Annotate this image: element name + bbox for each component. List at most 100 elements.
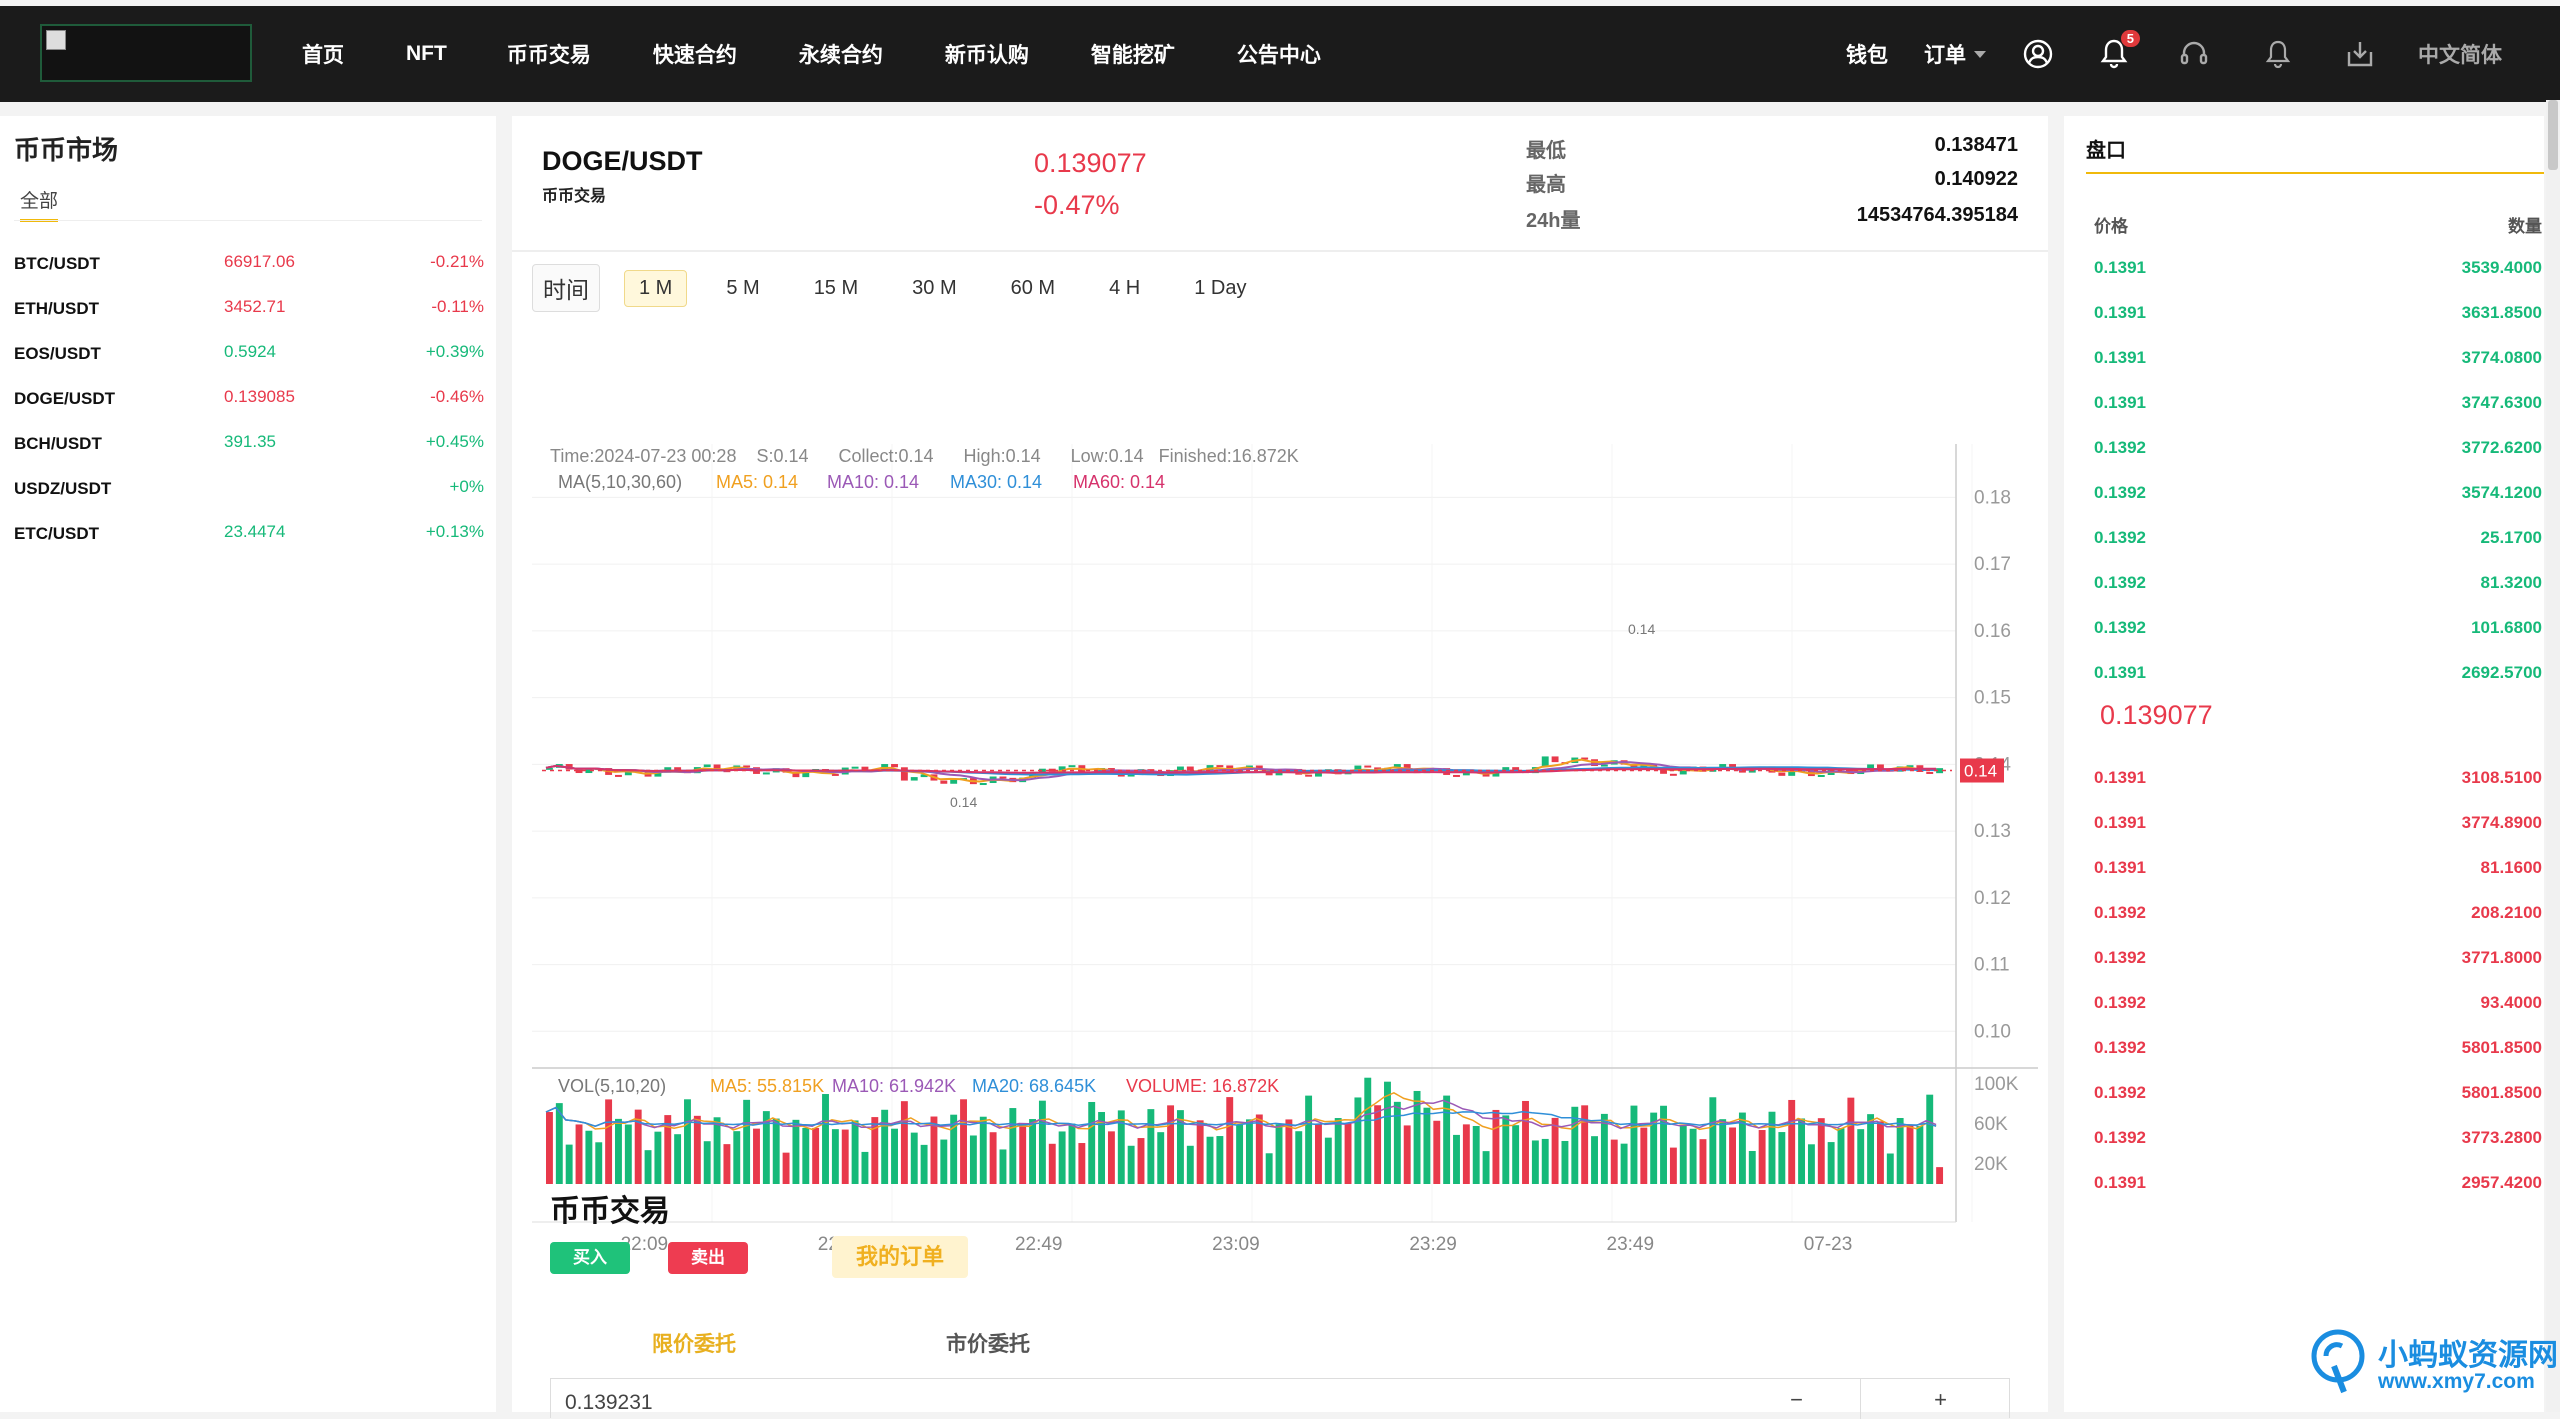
ask-row[interactable]: 0.1391 2692.5700: [2094, 663, 2542, 693]
bid-row[interactable]: 0.1392 5801.8500: [2094, 1083, 2542, 1113]
tab-market-order[interactable]: 市价委托: [946, 1333, 1030, 1356]
nav-announcements[interactable]: 公告中心: [1236, 44, 1321, 67]
volume-bar: [1591, 1136, 1598, 1184]
bid-qty: 208.2100: [2471, 903, 2542, 922]
volume-bar: [1088, 1101, 1096, 1184]
timeframe-30m[interactable]: 30 M: [912, 276, 957, 299]
language-selector[interactable]: 中文简体: [2418, 44, 2502, 67]
ask-row[interactable]: 0.1391 3747.6300: [2094, 393, 2542, 423]
candle: [1729, 764, 1736, 768]
price-input[interactable]: 0.139231 − +: [550, 1378, 2010, 1419]
bid-row[interactable]: 0.1392 3771.8000: [2094, 948, 2542, 978]
ask-row[interactable]: 0.1391 3774.0800: [2094, 348, 2542, 378]
market-row[interactable]: ETH/USDT 3452.71 -0.11%: [14, 297, 484, 343]
volume-24h-label: 24h量: [1526, 210, 1581, 232]
bid-row[interactable]: 0.1392 93.4000: [2094, 993, 2542, 1023]
market-price: 23.4474: [224, 522, 286, 541]
ticker-header: DOGE/USDT 币币交易 0.139077 -0.47% 最低 0.1384…: [512, 116, 2048, 252]
candle: [1581, 757, 1589, 760]
volume-bar: [1729, 1127, 1736, 1184]
candle: [674, 767, 682, 771]
timeframe-1m[interactable]: 1 M: [624, 269, 688, 307]
bid-qty: 5801.8500: [2461, 1083, 2542, 1102]
volume-bar: [605, 1099, 613, 1184]
ask-row[interactable]: 0.1391 3631.8500: [2094, 303, 2542, 333]
volume-bar: [831, 1129, 839, 1184]
volume-bar: [1896, 1118, 1904, 1184]
volume-bar: [565, 1144, 573, 1184]
wallet-link[interactable]: 钱包: [1846, 44, 1888, 67]
ask-row[interactable]: 0.1392 3574.1200: [2094, 483, 2542, 513]
market-price: 66917.06: [224, 252, 295, 271]
bid-row[interactable]: 0.1391 3774.8900: [2094, 813, 2542, 843]
volume-bar: [1512, 1125, 1520, 1184]
my-orders-button[interactable]: 我的订单: [832, 1236, 968, 1278]
bid-row[interactable]: 0.1392 5801.8500: [2094, 1038, 2542, 1068]
notification-bell-icon[interactable]: 5: [2096, 30, 2140, 72]
ma5-label: MA5: 0.14: [716, 472, 798, 492]
watermark-logo-icon: [2311, 1329, 2365, 1394]
bid-row[interactable]: 0.1391 2957.4200: [2094, 1173, 2542, 1203]
bid-row[interactable]: 0.1391 3108.5100: [2094, 768, 2542, 798]
nav-smart-mining[interactable]: 智能挖矿: [1090, 44, 1175, 67]
candle: [1876, 764, 1884, 769]
nav-quick-contract[interactable]: 快速合约: [652, 44, 737, 67]
nav-home[interactable]: 首页: [302, 44, 344, 67]
timeframe-1day[interactable]: 1 Day: [1194, 276, 1247, 299]
candle: [1492, 772, 1500, 777]
right-nav: 钱包 订单 5 中文简体: [1846, 6, 2560, 102]
headset-icon[interactable]: [2176, 36, 2212, 72]
orders-dropdown[interactable]: 订单: [1924, 39, 1986, 69]
bid-row[interactable]: 0.1392 208.2100: [2094, 903, 2542, 933]
timeframe-15m[interactable]: 15 M: [813, 276, 859, 299]
market-row[interactable]: DOGE/USDT 0.139085 -0.46%: [14, 387, 484, 433]
kline-chart[interactable]: Time:2024-07-23 00:28 S:0.14 Collect:0.1…: [532, 314, 2052, 1255]
bid-qty: 3108.5100: [2461, 768, 2542, 787]
timeframe-5m[interactable]: 5 M: [726, 276, 760, 299]
download-icon[interactable]: [2342, 36, 2378, 72]
price-increment-button[interactable]: +: [1934, 1387, 1947, 1412]
market-row[interactable]: ETC/USDT 23.4474 +0.13%: [14, 522, 484, 568]
ask-row[interactable]: 0.1391 3539.4000: [2094, 258, 2542, 288]
market-row[interactable]: BTC/USDT 66917.06 -0.21%: [14, 252, 484, 298]
alert-bell-icon[interactable]: [2260, 36, 2296, 72]
caret-down-icon: [1974, 50, 1986, 58]
market-row[interactable]: BCH/USDT 391.35 +0.45%: [14, 432, 484, 478]
volume-bar: [1748, 1150, 1756, 1184]
nav-nft[interactable]: NFT: [406, 42, 447, 65]
bid-row[interactable]: 0.1391 81.1600: [2094, 858, 2542, 888]
volume-bar: [1443, 1095, 1451, 1184]
volume-bar: [693, 1115, 701, 1184]
ask-row[interactable]: 0.1392 101.6800: [2094, 618, 2542, 648]
market-row[interactable]: EOS/USDT 0.5924 +0.39%: [14, 342, 484, 388]
timeframe-60m[interactable]: 60 M: [1010, 276, 1056, 299]
candle: [546, 767, 553, 770]
price-axis-label: 0.16: [1974, 621, 2011, 642]
buy-button[interactable]: 买入: [550, 1242, 630, 1274]
timeframe-4h[interactable]: 4 H: [1109, 276, 1141, 299]
page-scrollbar[interactable]: [2546, 100, 2560, 1412]
tab-all[interactable]: 全部: [20, 186, 59, 222]
market-row[interactable]: USDZ/USDT +0%: [14, 477, 484, 523]
nav-perpetual-contract[interactable]: 永续合约: [798, 44, 883, 67]
scrollbar-thumb[interactable]: [2548, 100, 2558, 170]
ask-row[interactable]: 0.1392 81.3200: [2094, 573, 2542, 603]
price-input-value: 0.139231: [565, 1391, 653, 1414]
ask-row[interactable]: 0.1392 25.1700: [2094, 528, 2542, 558]
site-logo[interactable]: [40, 24, 252, 82]
user-icon[interactable]: [2020, 36, 2056, 72]
market-symbol: ETH/USDT: [14, 299, 99, 318]
volume-bar: [1453, 1134, 1460, 1184]
nav-new-coin-subscription[interactable]: 新币认购: [944, 44, 1029, 67]
volume-bar: [1255, 1114, 1263, 1184]
time-label-button[interactable]: 时间: [532, 264, 600, 312]
ask-row[interactable]: 0.1392 3772.6200: [2094, 438, 2542, 468]
volume-bar: [634, 1109, 642, 1184]
nav-spot-trading[interactable]: 币币交易: [506, 44, 591, 67]
bid-row[interactable]: 0.1392 3773.2800: [2094, 1128, 2542, 1158]
tab-limit-order[interactable]: 限价委托: [652, 1333, 736, 1356]
volume-bar: [1689, 1128, 1697, 1184]
sell-button[interactable]: 卖出: [668, 1242, 748, 1274]
price-decrement-button[interactable]: −: [1790, 1387, 1803, 1412]
market-change: -0.11%: [431, 297, 484, 316]
